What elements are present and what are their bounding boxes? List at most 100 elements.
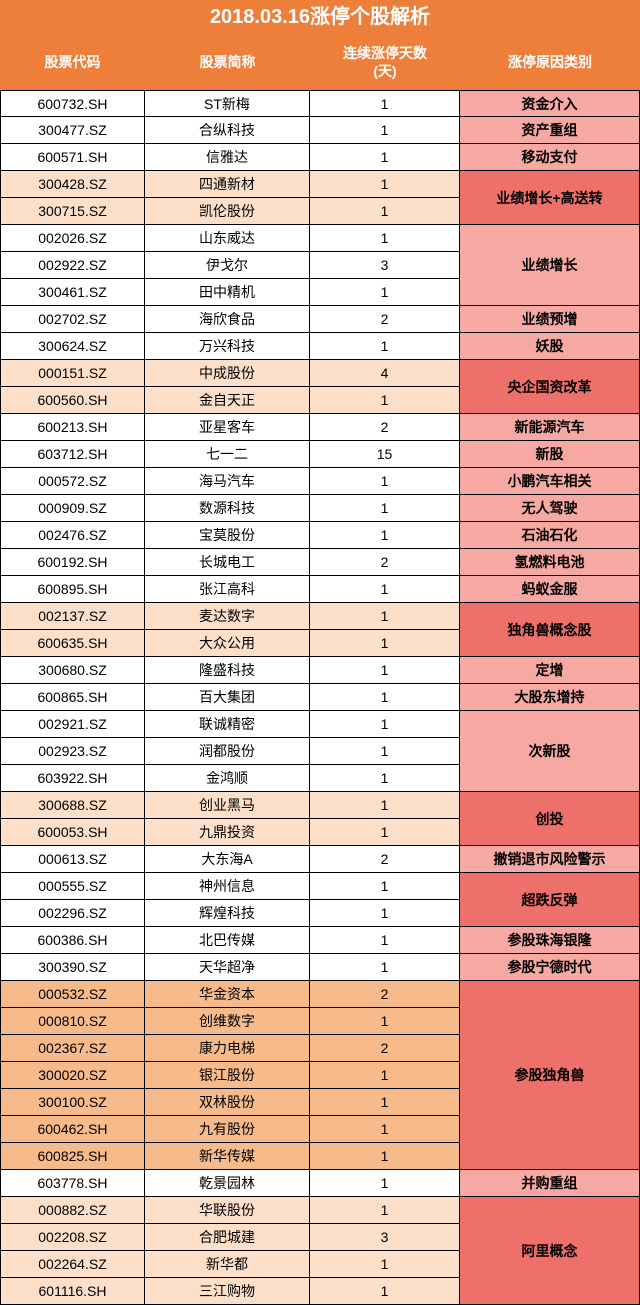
reason-cell: 超跌反弹 [460,873,640,927]
cell-days: 1 [310,1251,460,1278]
cell-days: 1 [310,198,460,225]
cell-name: 海欣食品 [145,306,310,333]
table-row: 002923.SZ润都股份1 [0,738,460,765]
reason-cell: 小鹏汽车相关 [460,468,640,495]
table-row: 300428.SZ四通新材1 [0,171,460,198]
reason-cell: 大股东增持 [460,684,640,711]
table-row: 000532.SZ华金资本2 [0,981,460,1008]
cell-days: 1 [310,387,460,414]
reason-cell: 资金介入 [460,90,640,117]
cell-name: 山东威达 [145,225,310,252]
cell-name: 九鼎投资 [145,819,310,846]
cell-days: 1 [310,576,460,603]
cell-name: 凯伦股份 [145,198,310,225]
cell-name: 七一二 [145,441,310,468]
reason-cell: 参股独角兽 [460,981,640,1170]
cell-code: 000613.SZ [0,846,145,873]
cell-days: 1 [310,900,460,927]
cell-code: 000810.SZ [0,1008,145,1035]
table-row: 002296.SZ辉煌科技1 [0,900,460,927]
table-row: 300715.SZ凯伦股份1 [0,198,460,225]
cell-name: 润都股份 [145,738,310,765]
cell-code: 300461.SZ [0,279,145,306]
cell-days: 1 [310,792,460,819]
cell-days: 1 [310,1197,460,1224]
cell-name: 麦达数字 [145,603,310,630]
reason-cell: 新股 [460,441,640,468]
cell-days: 3 [310,252,460,279]
reason-cell: 次新股 [460,711,640,792]
cell-name: 隆盛科技 [145,657,310,684]
table-row: 600895.SH张江高科1 [0,576,460,603]
table-row: 300390.SZ天华超净1 [0,954,460,981]
cell-name: 田中精机 [145,279,310,306]
cell-name: 康力电梯 [145,1035,310,1062]
cell-code: 002264.SZ [0,1251,145,1278]
cell-days: 1 [310,684,460,711]
cell-code: 000532.SZ [0,981,145,1008]
table-row: 603778.SH乾景园林1 [0,1170,460,1197]
table-row: 000151.SZ中成股份4 [0,360,460,387]
table-row: 300624.SZ万兴科技1 [0,333,460,360]
cell-days: 1 [310,873,460,900]
cell-name: 北巴传媒 [145,927,310,954]
cell-name: 合肥城建 [145,1224,310,1251]
cell-code: 300624.SZ [0,333,145,360]
cell-name: 百大集团 [145,684,310,711]
reason-cell: 参股珠海银隆 [460,927,640,954]
cell-days: 2 [310,414,460,441]
reason-cell: 央企国资改革 [460,360,640,414]
table-row: 603922.SH金鸿顺1 [0,765,460,792]
cell-code: 600825.SH [0,1143,145,1170]
cell-code: 600635.SH [0,630,145,657]
cell-code: 600053.SH [0,819,145,846]
cell-name: 四通新材 [145,171,310,198]
cell-days: 1 [310,144,460,171]
cell-code: 600571.SH [0,144,145,171]
table-row: 002137.SZ麦达数字1 [0,603,460,630]
cell-days: 1 [310,90,460,117]
table-row: 000909.SZ数源科技1 [0,495,460,522]
cell-days: 1 [310,495,460,522]
table-row: 600213.SH亚星客车2 [0,414,460,441]
cell-name: 信雅达 [145,144,310,171]
reason-cell: 石油石化 [460,522,640,549]
cell-code: 300680.SZ [0,657,145,684]
cell-code: 300688.SZ [0,792,145,819]
cell-code: 002702.SZ [0,306,145,333]
table-row: 300477.SZ合纵科技1 [0,117,460,144]
table-row: 600462.SH九有股份1 [0,1116,460,1143]
cell-days: 1 [310,954,460,981]
reason-cell: 业绩增长 [460,225,640,306]
table-row: 600386.SH北巴传媒1 [0,927,460,954]
cell-days: 3 [310,1224,460,1251]
cell-name: 长城电工 [145,549,310,576]
cell-code: 600560.SH [0,387,145,414]
cell-code: 300020.SZ [0,1062,145,1089]
cell-code: 601116.SH [0,1278,145,1305]
cell-code: 300100.SZ [0,1089,145,1116]
cell-days: 15 [310,441,460,468]
table-row: 000882.SZ华联股份1 [0,1197,460,1224]
cell-code: 002208.SZ [0,1224,145,1251]
table-row: 603712.SH七一二15 [0,441,460,468]
cell-code: 000555.SZ [0,873,145,900]
cell-code: 002026.SZ [0,225,145,252]
cell-code: 600732.SH [0,90,145,117]
cell-name: 宝莫股份 [145,522,310,549]
cell-days: 1 [310,333,460,360]
reason-cell: 业绩预增 [460,306,640,333]
cell-days: 1 [310,1008,460,1035]
cell-code: 600192.SH [0,549,145,576]
table-row: 000572.SZ海马汽车1 [0,468,460,495]
cell-days: 1 [310,819,460,846]
cell-code: 002367.SZ [0,1035,145,1062]
cell-days: 1 [310,117,460,144]
cell-name: 九有股份 [145,1116,310,1143]
cell-days: 1 [310,927,460,954]
cell-days: 1 [310,468,460,495]
cell-code: 300715.SZ [0,198,145,225]
cell-days: 1 [310,171,460,198]
cell-days: 2 [310,846,460,873]
cell-name: 创业黑马 [145,792,310,819]
